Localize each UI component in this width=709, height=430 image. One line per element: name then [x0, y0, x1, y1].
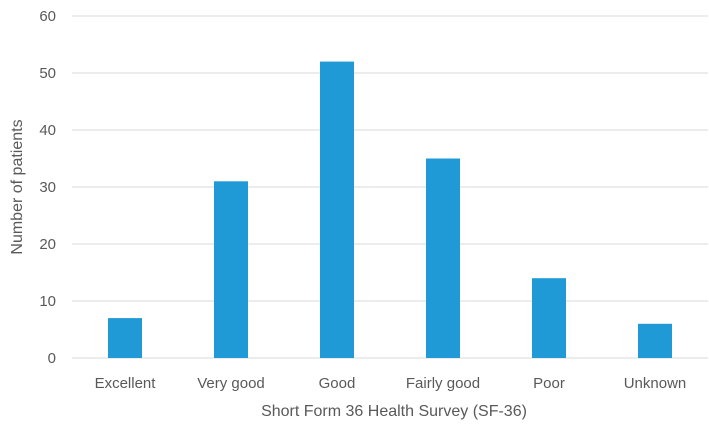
y-tick-label: 10	[39, 293, 56, 310]
y-axis-tick-labels: 0 10 20 30 40 50 60	[39, 8, 56, 367]
bars	[108, 61, 672, 358]
y-tick-label: 50	[39, 65, 56, 82]
y-tick-label: 20	[39, 236, 56, 253]
bar-very-good	[214, 181, 248, 358]
bar-fairly-good	[426, 158, 460, 358]
bar-good	[320, 61, 354, 358]
y-axis-title: Number of patients	[9, 119, 26, 254]
x-tick-label: Unknown	[624, 375, 687, 392]
x-tick-label: Excellent	[95, 375, 157, 392]
y-tick-label: 40	[39, 122, 56, 139]
bar-unknown	[638, 323, 672, 358]
y-tick-label: 30	[39, 179, 56, 196]
bar-poor	[532, 278, 566, 358]
x-axis-tick-labels: Excellent Very good Good Fairly good Poor Unk…	[95, 375, 687, 392]
x-tick-label: Very good	[197, 375, 265, 392]
gridlines	[72, 15, 708, 359]
x-tick-label: Good	[319, 375, 356, 392]
bar-excellent	[108, 318, 142, 358]
y-tick-label: 0	[48, 350, 56, 367]
x-axis-title: Short Form 36 Health Survey (SF-36)	[261, 403, 527, 420]
x-tick-label: Poor	[533, 375, 565, 392]
x-tick-label: Fairly good	[406, 375, 480, 392]
y-tick-label: 60	[39, 8, 56, 25]
